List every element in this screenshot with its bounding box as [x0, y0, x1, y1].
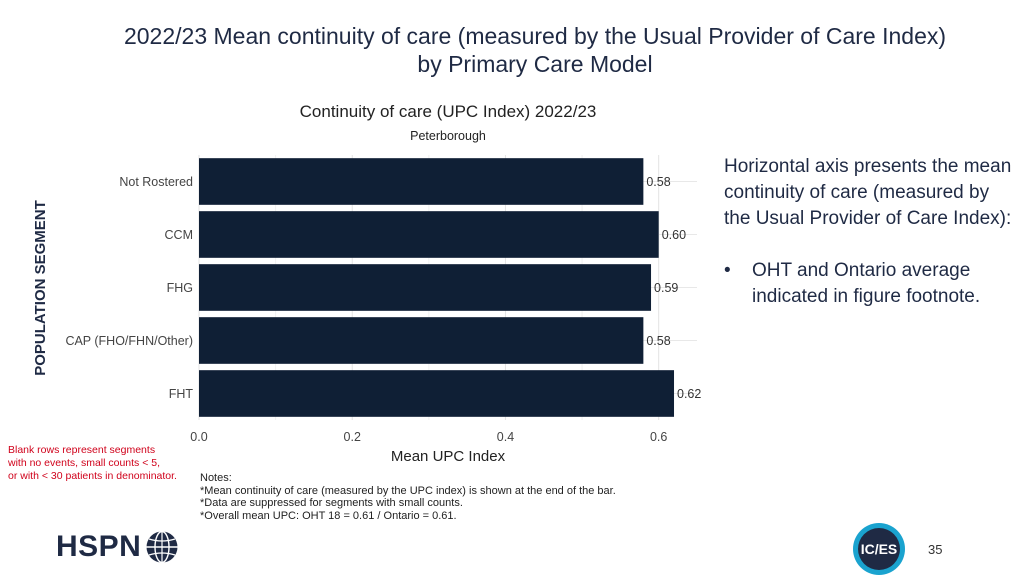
notes-line1: *Mean continuity of care (measured by th…	[200, 484, 616, 497]
y-axis-label: POPULATION SEGMENT	[32, 200, 49, 376]
chart-title: Continuity of care (UPC Index) 2022/23	[300, 102, 597, 121]
bar-value-label: 0.62	[677, 387, 701, 401]
y-category-label: FHT	[169, 387, 194, 401]
hspn-logo-text: HSPN	[56, 530, 142, 563]
notes-line3: *Overall mean UPC: OHT 18 = 0.61 / Ontar…	[200, 509, 457, 522]
y-category-label: CAP (FHO/FHN/Other)	[65, 334, 193, 348]
y-category-label: CCM	[165, 228, 193, 242]
bar-value-label: 0.60	[662, 228, 686, 242]
page-number: 35	[928, 542, 943, 557]
globe-icon	[146, 530, 178, 564]
notes-heading: Notes:	[200, 472, 232, 484]
chart-subtitle: Peterborough	[410, 129, 486, 143]
bar-value-label: 0.58	[646, 334, 670, 348]
x-tick-label: 0.6	[650, 430, 667, 444]
bar	[199, 211, 659, 258]
bullet-icon: •	[724, 260, 731, 281]
y-category-label: FHG	[167, 281, 193, 295]
bar	[199, 264, 652, 311]
figure-notes: Notes: *Mean continuity of care (measure…	[200, 472, 720, 522]
x-axis-label: Mean UPC Index	[391, 448, 506, 465]
bar-chart: Continuity of care (UPC Index) 2022/23 P…	[32, 102, 701, 465]
side-note: Horizontal axis presents the mean contin…	[724, 154, 1019, 310]
blank-rows-note: Blank rows represent segments with no ev…	[8, 444, 198, 483]
slide-title-line2: by Primary Care Model	[417, 51, 653, 77]
bar	[199, 370, 675, 417]
slide-title: 2022/23 Mean continuity of care (measure…	[40, 22, 1024, 78]
y-category-label: Not Rostered	[119, 175, 193, 189]
bar-value-label: 0.59	[654, 281, 678, 295]
bar	[199, 158, 644, 205]
blank-note-line1: Blank rows represent segments	[8, 444, 156, 456]
slide-title-line1: 2022/23 Mean continuity of care (measure…	[123, 23, 947, 49]
side-note-bullet-text: OHT and Ontario average indicated in fig…	[752, 260, 981, 307]
hspn-logo: HSPN	[56, 530, 179, 564]
ices-logo-text: IC/ES	[861, 541, 898, 557]
side-note-bullet-row: • OHT and Ontario average indicated in f…	[724, 258, 1019, 310]
bar	[199, 317, 644, 364]
bar-value-label: 0.58	[646, 175, 670, 189]
ices-logo: IC/ES	[853, 523, 905, 575]
x-tick-label: 0.4	[497, 430, 514, 444]
x-tick-label: 0.0	[190, 430, 207, 444]
x-tick-label: 0.2	[344, 430, 361, 444]
side-note-paragraph: Horizontal axis presents the mean contin…	[724, 156, 1012, 229]
blank-note-line2: with no events, small counts < 5,	[8, 457, 161, 469]
notes-line2: *Data are suppressed for segments with s…	[200, 497, 463, 509]
blank-note-line3: or with < 30 patients in denominator.	[8, 470, 177, 482]
